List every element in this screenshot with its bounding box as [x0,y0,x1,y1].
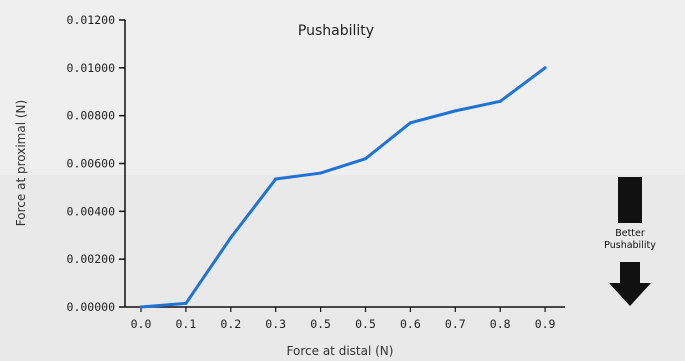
x-tick-label: 0.5 [310,317,331,331]
data-point [139,305,143,309]
x-tick-label: 0.2 [220,317,241,331]
data-point [453,109,457,113]
x-tick-label: 0.0 [131,317,152,331]
series-line [139,66,547,309]
x-tick-label: 0.5 [355,317,376,331]
down-arrow-icon [609,283,651,306]
annotation-text-line2: Pushability [604,240,656,251]
series-points [139,66,547,309]
y-tick-label: 0.00000 [67,300,116,314]
y-tick-label: 0.00200 [67,252,116,266]
arrow-shaft-bottom [620,262,640,284]
annotation-text-line1: Better [615,228,645,239]
y-tick-label: 0.00800 [67,109,116,123]
data-point [498,99,502,103]
data-point [184,301,188,305]
better-pushability-annotation: Better Pushability [604,177,656,306]
data-point [274,177,278,181]
y-ticks: 0.00000 0.00200 0.00400 0.00600 0.00800 0.010… [67,13,125,314]
x-tick-label: 0.3 [265,317,286,331]
data-point [543,66,547,70]
y-tick-label: 0.01200 [67,13,116,27]
y-tick-label: 0.00600 [67,157,116,171]
y-tick-label: 0.01000 [67,61,116,75]
x-ticks: 0.0 0.1 0.2 0.3 0.5 0.5 0.6 0.7 0.8 0.9 [131,307,556,331]
x-tick-label: 0.6 [400,317,421,331]
data-point [364,157,367,161]
arrow-shaft-top [618,177,642,223]
data-point [319,171,323,175]
y-axis-label: Force at proximal (N) [14,100,28,226]
background-band [0,175,685,361]
chart-title: Pushability [298,23,374,39]
x-tick-label: 0.8 [490,317,511,331]
x-tick-label: 0.7 [445,317,466,331]
x-tick-label: 0.1 [176,317,197,331]
y-tick-label: 0.00400 [67,204,116,218]
data-point [408,121,412,125]
x-tick-label: 0.9 [535,317,556,331]
x-axis-label: Force at distal (N) [287,344,394,358]
data-point [229,236,233,240]
